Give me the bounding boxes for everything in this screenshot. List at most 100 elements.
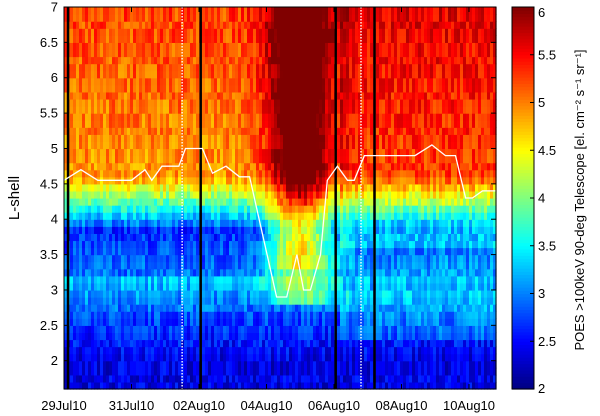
heatmap-cell (103, 169, 107, 178)
heatmap-cell (244, 49, 248, 58)
heatmap-cell (340, 304, 344, 312)
heatmap-cell (319, 318, 323, 326)
heatmap-cell (142, 325, 146, 333)
heatmap-cell (280, 7, 284, 15)
heatmap-cell (259, 374, 263, 383)
heatmap-cell (109, 304, 113, 312)
heatmap-cell (211, 282, 215, 291)
heatmap-cell (244, 282, 248, 291)
heatmap-cell (298, 289, 302, 298)
heatmap-cell (298, 14, 302, 22)
heatmap-cell (187, 381, 191, 390)
heatmap-cell (124, 311, 128, 319)
heatmap-cell (232, 70, 236, 79)
heatmap-cell (238, 190, 242, 199)
heatmap-cell (223, 49, 227, 58)
heatmap-cell (190, 7, 194, 15)
heatmap-cell (214, 233, 218, 242)
heatmap-cell (121, 311, 125, 319)
heatmap-cell (226, 120, 230, 128)
heatmap-cell (112, 212, 116, 220)
heatmap-cell (235, 311, 239, 319)
heatmap-cell (172, 212, 176, 220)
heatmap-cell (289, 332, 293, 341)
heatmap-cell (184, 56, 188, 65)
heatmap-cell (181, 70, 185, 79)
heatmap-cell (157, 332, 161, 341)
heatmap-cell (292, 21, 296, 29)
heatmap-cell (253, 353, 257, 362)
heatmap-cell (271, 49, 275, 58)
heatmap-cell (193, 155, 197, 164)
heatmap-cell (331, 155, 335, 164)
heatmap-cell (136, 247, 140, 256)
heatmap-cell (289, 176, 293, 185)
heatmap-cell (316, 275, 320, 284)
heatmap-cell (115, 353, 119, 362)
heatmap-cell (196, 247, 200, 256)
heatmap-cell (133, 49, 137, 58)
heatmap-cell (262, 198, 266, 206)
heatmap-cell (322, 91, 326, 100)
heatmap-cell (232, 297, 236, 305)
heatmap-cell (286, 233, 290, 242)
heatmap-cell (301, 106, 305, 114)
heatmap-cell (328, 219, 332, 227)
heatmap-cell (160, 141, 164, 150)
heatmap-cell (136, 304, 140, 312)
heatmap-cell (250, 42, 254, 51)
heatmap-cell (178, 353, 182, 362)
heatmap-cell (115, 374, 119, 383)
heatmap-cell (250, 346, 254, 355)
heatmap-cell (337, 120, 341, 128)
heatmap-cell (196, 289, 200, 298)
heatmap-cell (64, 7, 68, 15)
heatmap-cell (202, 91, 206, 100)
heatmap-cell (73, 325, 77, 333)
heatmap-cell (181, 332, 185, 341)
heatmap-cell (250, 84, 254, 93)
heatmap-cell (85, 205, 89, 213)
heatmap-cell (163, 332, 167, 341)
heatmap-cell (226, 226, 230, 234)
heatmap-cell (136, 127, 140, 135)
heatmap-cell (82, 205, 86, 213)
heatmap-cell (313, 84, 317, 93)
heatmap-cell (244, 332, 248, 341)
heatmap-cell (241, 233, 245, 242)
heatmap-cell (292, 148, 296, 157)
heatmap-cell (298, 339, 302, 348)
heatmap-cell (124, 91, 128, 100)
heatmap-cell (103, 247, 107, 256)
heatmap-cell (82, 226, 86, 234)
heatmap-cell (208, 212, 212, 220)
heatmap-cell (328, 127, 332, 135)
heatmap-cell (112, 332, 116, 341)
heatmap-cell (172, 113, 176, 121)
heatmap-cell (238, 226, 242, 234)
heatmap-cell (307, 381, 311, 390)
heatmap-cell (241, 289, 245, 298)
heatmap-cell (316, 226, 320, 234)
heatmap-cell (202, 247, 206, 256)
heatmap-cell (169, 198, 173, 206)
heatmap-cell (190, 21, 194, 29)
heatmap-cell (280, 219, 284, 227)
heatmap-cell (169, 98, 173, 107)
heatmap-cell (163, 289, 167, 298)
heatmap-cell (274, 183, 278, 192)
heatmap-cell (241, 49, 245, 58)
heatmap-cell (235, 374, 239, 383)
heatmap-cell (220, 282, 224, 291)
heatmap-cell (235, 339, 239, 348)
heatmap-cell (178, 35, 182, 43)
heatmap-cell (295, 212, 299, 220)
heatmap-cell (295, 77, 299, 86)
heatmap-cell (103, 77, 107, 86)
heatmap-cell (211, 268, 215, 277)
heatmap-cell (328, 63, 332, 72)
heatmap-cell (244, 91, 248, 100)
heatmap-cell (133, 254, 137, 263)
heatmap-cell (160, 77, 164, 86)
heatmap-cell (178, 198, 182, 206)
